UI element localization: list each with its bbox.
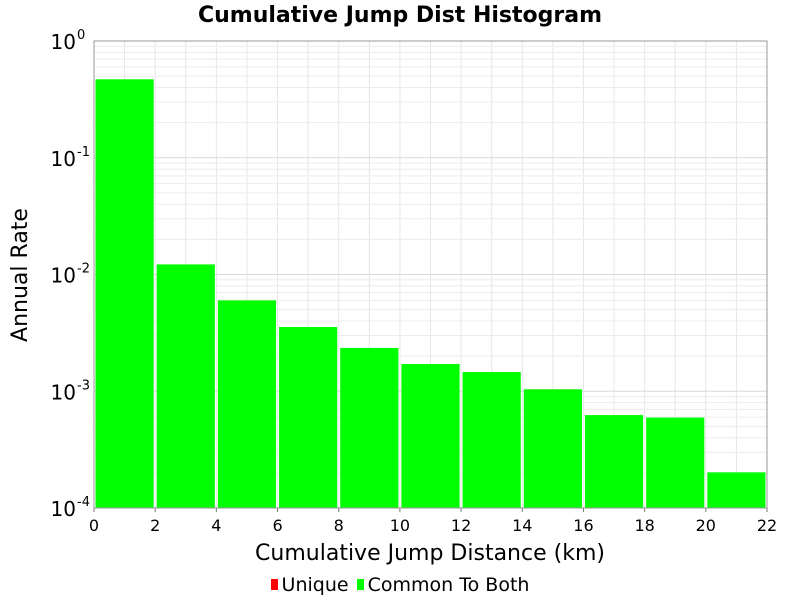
bar-common-9 [646,417,705,508]
x-tick-label: 6 [272,516,282,535]
y-tick-base: 10 [51,380,76,404]
y-tick-label: 10 -3 [51,378,90,404]
chart-title: Cumulative Jump Dist Histogram [198,3,602,28]
y-tick-exponent: -2 [77,262,90,277]
x-tick-label: 12 [451,516,471,535]
x-tick-label: 18 [634,516,654,535]
legend-item-common: Common To Both [356,573,530,596]
y-tick-exponent: 0 [77,28,85,43]
x-tick-label: 2 [150,516,160,535]
y-tick-label: 10 -1 [51,145,90,171]
legend: Unique Common To Both [0,573,800,596]
bar-common-1 [156,264,215,508]
x-tick-label: 16 [573,516,593,535]
x-tick-label: 8 [334,516,344,535]
y-tick-base: 10 [51,147,76,171]
legend-swatch-unique [270,579,278,590]
bar-common-2 [217,300,277,508]
x-tick-label: 0 [89,516,99,535]
x-tick-label: 22 [757,516,777,535]
x-axis-ticks: 0 2 4 6 8 10 12 14 16 18 20 22 [89,508,777,535]
y-tick-exponent: -1 [77,145,90,160]
bar-common-5 [401,364,460,508]
y-tick-base: 10 [51,497,76,521]
bars [95,79,766,508]
x-axis-label: Cumulative Jump Distance (km) [255,541,605,566]
bar-common-8 [584,415,644,508]
y-tick-base: 10 [51,30,76,54]
y-tick-exponent: -4 [77,495,90,510]
bar-common-6 [462,372,521,508]
legend-swatch-common [356,579,364,590]
bar-common-3 [279,327,338,508]
x-tick-label: 10 [390,516,410,535]
bar-common-7 [523,389,582,508]
bar-common-0 [95,79,154,508]
x-tick-label: 20 [696,516,716,535]
legend-label-common: Common To Both [367,573,530,596]
y-tick-label: 10 -4 [51,495,90,521]
y-axis-label: Annual Rate [8,208,33,342]
y-tick-label: 10 -2 [51,262,90,288]
x-tick-label: 14 [512,516,532,535]
y-tick-label: 10 0 [51,28,86,54]
bar-common-10 [707,472,766,508]
legend-label-unique: Unique [281,573,349,596]
x-tick-label: 4 [211,516,221,535]
bar-common-4 [340,347,399,508]
y-tick-base: 10 [51,264,76,288]
y-tick-exponent: -3 [77,378,90,393]
legend-item-unique: Unique [270,573,349,596]
plot-frame [93,40,768,509]
